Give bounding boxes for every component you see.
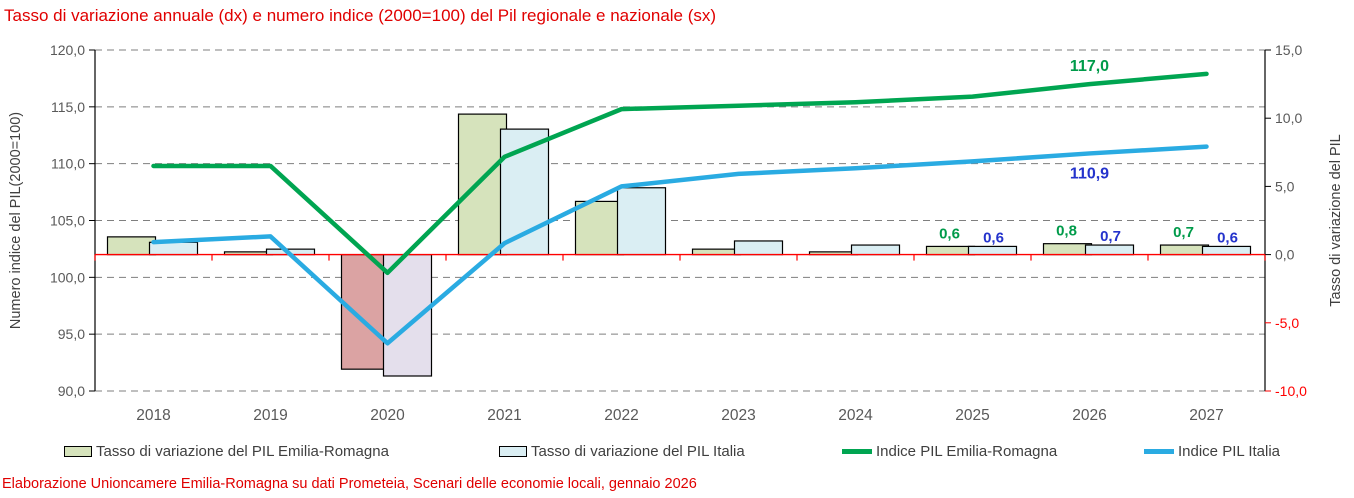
bar-italia-2025	[967, 245, 1018, 256]
bar-value-label: 0,8	[1056, 223, 1077, 240]
x-axis-label: 2023	[721, 407, 755, 424]
bar-emilia-romagna-2023	[691, 248, 742, 256]
bar-emilia-romagna-2025	[925, 245, 976, 256]
bar-emilia-romagna-2021	[457, 113, 508, 256]
x-axis-label: 2027	[1189, 407, 1223, 424]
bar-emilia-romagna-2027	[1159, 244, 1210, 256]
source-note: Elaborazione Unioncamere Emilia-Romagna …	[2, 476, 697, 492]
line-swatch-icon	[1144, 449, 1174, 454]
line-swatch-icon	[842, 449, 872, 454]
bar-value-label: 0,6	[1217, 229, 1238, 246]
bar-emilia-romagna-2020	[340, 254, 391, 370]
x-axis-label: 2022	[604, 407, 638, 424]
bar-emilia-romagna-2022	[574, 200, 625, 256]
combo-chart: 90,0 95,0 100,0 105,0 110,0 115,0 120,0 -10,0 -5…	[8, 42, 1344, 424]
bar-value-label: 0,6	[983, 229, 1004, 246]
legend-label: Tasso di variazione del PIL Emilia-Romag…	[96, 443, 389, 460]
legend-item-tasso-emilia-romagna: Tasso di variazione del PIL Emilia-Romag…	[64, 443, 389, 460]
line-value-annotation: 110,9	[1070, 165, 1109, 182]
legend-item-indice-italia: Indice PIL Italia	[1144, 443, 1280, 460]
legend-item-indice-emilia-romagna: Indice PIL Emilia-Romagna	[842, 443, 1057, 460]
left-axis-tick-label: 90,0	[58, 383, 85, 399]
bar-value-label: 0,7	[1100, 228, 1121, 245]
legend-item-tasso-italia: Tasso di variazione del PIL Italia	[499, 443, 745, 460]
left-axis-tick-label: 95,0	[58, 326, 85, 342]
chart-legend: Tasso di variazione del PIL Emilia-Romag…	[0, 440, 1354, 464]
x-axis-label: 2024	[838, 407, 873, 424]
legend-label: Indice PIL Italia	[1178, 443, 1281, 460]
line-value-annotation: 117,0	[1070, 58, 1109, 75]
bar-italia-2024	[850, 244, 901, 256]
left-axis-title: Numero indice del PIL(2000=100)	[8, 112, 24, 329]
x-axis-label: 2019	[253, 407, 287, 424]
bar-value-label: 0,6	[939, 225, 960, 242]
right-axis-tick-label: 15,0	[1275, 42, 1302, 58]
left-axis-tick-label: 110,0	[51, 156, 85, 172]
bar-emilia-romagna-2026	[1042, 243, 1093, 256]
left-axis-tick-label: 100,0	[50, 269, 85, 285]
x-axis-label: 2021	[487, 407, 521, 424]
line-indice-italia	[151, 144, 1209, 346]
legend-label: Tasso di variazione del PIL Italia	[531, 443, 745, 460]
left-axis-tick-label: 115,0	[51, 99, 85, 115]
x-axis-label: 2026	[1072, 407, 1106, 424]
legend-label: Indice PIL Emilia-Romagna	[876, 443, 1058, 460]
right-axis-tick-label: 5,0	[1275, 178, 1295, 194]
left-axis-tick-label: 120,0	[50, 42, 85, 58]
right-axis-tick-label: 0,0	[1275, 247, 1295, 263]
right-axis-tick-label: -5,0	[1275, 315, 1299, 331]
x-axis-label: 2025	[955, 407, 989, 424]
chart-title: Tasso di variazione annuale (dx) e numer…	[4, 6, 717, 25]
bar-value-label: 0,7	[1173, 224, 1194, 241]
bar-swatch-icon	[64, 446, 92, 457]
bar-italia-2022	[616, 187, 667, 256]
bar-italia-2020	[382, 254, 433, 377]
bar-italia-2027	[1201, 245, 1252, 256]
right-axis-tick-label: 10,0	[1275, 110, 1302, 126]
left-axis-tick-label: 105,0	[50, 213, 85, 229]
x-axis-label: 2020	[370, 407, 405, 424]
bar-swatch-icon	[499, 446, 527, 457]
bar-italia-2023	[733, 240, 784, 256]
x-axis-label: 2018	[136, 407, 170, 424]
bar-italia-2026	[1084, 244, 1135, 256]
line-indice-emilia-romagna	[151, 71, 1209, 276]
right-axis-tick-label: -10,0	[1275, 383, 1307, 399]
right-axis-title: Tasso di variazione del PIL	[1328, 134, 1344, 307]
bar-emilia-romagna-2018	[106, 236, 157, 256]
